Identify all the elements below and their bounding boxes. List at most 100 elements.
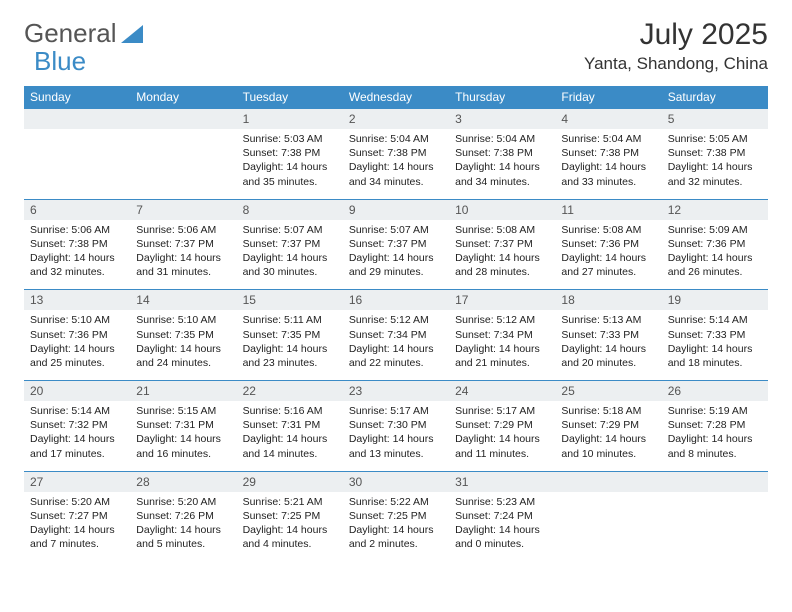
cell-line: and 10 minutes.	[561, 447, 655, 461]
content-cell: Sunrise: 5:08 AMSunset: 7:37 PMDaylight:…	[449, 220, 555, 290]
content-cell: Sunrise: 5:06 AMSunset: 7:37 PMDaylight:…	[130, 220, 236, 290]
cell-line: Daylight: 14 hours	[349, 251, 443, 265]
cell-line: Sunset: 7:29 PM	[561, 418, 655, 432]
cell-line: and 30 minutes.	[243, 265, 337, 279]
date-cell: 12	[662, 199, 768, 220]
cell-line: Sunrise: 5:12 AM	[455, 313, 549, 327]
cell-line: Sunset: 7:37 PM	[243, 237, 337, 251]
cell-line: Sunrise: 5:11 AM	[243, 313, 337, 327]
cell-line: and 4 minutes.	[243, 537, 337, 551]
page-header: General July 2025 Yanta, Shandong, China	[24, 18, 768, 74]
cell-line: Sunset: 7:38 PM	[561, 146, 655, 160]
day-header-row: SundayMondayTuesdayWednesdayThursdayFrid…	[24, 86, 768, 109]
cell-line: Sunset: 7:36 PM	[668, 237, 762, 251]
content-row: Sunrise: 5:10 AMSunset: 7:36 PMDaylight:…	[24, 310, 768, 380]
content-cell: Sunrise: 5:18 AMSunset: 7:29 PMDaylight:…	[555, 401, 661, 471]
date-cell: 3	[449, 109, 555, 130]
content-cell: Sunrise: 5:08 AMSunset: 7:36 PMDaylight:…	[555, 220, 661, 290]
cell-line: Sunrise: 5:17 AM	[455, 404, 549, 418]
date-cell: 25	[555, 381, 661, 402]
cell-line: Sunset: 7:25 PM	[243, 509, 337, 523]
cell-line: Sunset: 7:31 PM	[136, 418, 230, 432]
cell-line: Sunset: 7:38 PM	[668, 146, 762, 160]
content-cell: Sunrise: 5:07 AMSunset: 7:37 PMDaylight:…	[237, 220, 343, 290]
cell-line: Daylight: 14 hours	[243, 432, 337, 446]
day-header-cell: Monday	[130, 86, 236, 109]
date-cell: 21	[130, 381, 236, 402]
cell-line: Daylight: 14 hours	[243, 160, 337, 174]
content-cell: Sunrise: 5:05 AMSunset: 7:38 PMDaylight:…	[662, 129, 768, 199]
date-cell: 19	[662, 290, 768, 311]
cell-line: Daylight: 14 hours	[136, 432, 230, 446]
cell-line: Sunset: 7:33 PM	[561, 328, 655, 342]
date-cell: 5	[662, 109, 768, 130]
cell-line: and 23 minutes.	[243, 356, 337, 370]
cell-line: Sunset: 7:27 PM	[30, 509, 124, 523]
cell-line: Sunset: 7:38 PM	[243, 146, 337, 160]
cell-line: Sunrise: 5:07 AM	[349, 223, 443, 237]
location: Yanta, Shandong, China	[584, 54, 768, 74]
cell-line: Sunset: 7:37 PM	[136, 237, 230, 251]
date-cell: 30	[343, 471, 449, 492]
cell-line: Sunrise: 5:14 AM	[30, 404, 124, 418]
cell-line: Sunrise: 5:06 AM	[30, 223, 124, 237]
date-cell: 9	[343, 199, 449, 220]
date-cell: 11	[555, 199, 661, 220]
cell-line: Daylight: 14 hours	[455, 432, 549, 446]
date-cell	[130, 109, 236, 130]
cell-line: Sunset: 7:37 PM	[349, 237, 443, 251]
content-cell: Sunrise: 5:04 AMSunset: 7:38 PMDaylight:…	[343, 129, 449, 199]
cell-line: Daylight: 14 hours	[455, 523, 549, 537]
date-cell: 8	[237, 199, 343, 220]
date-cell: 23	[343, 381, 449, 402]
cell-line: Sunset: 7:36 PM	[561, 237, 655, 251]
day-header-cell: Thursday	[449, 86, 555, 109]
cell-line: Sunset: 7:35 PM	[243, 328, 337, 342]
cell-line: Sunrise: 5:04 AM	[561, 132, 655, 146]
cell-line: Sunset: 7:33 PM	[668, 328, 762, 342]
date-cell: 24	[449, 381, 555, 402]
cell-line: and 28 minutes.	[455, 265, 549, 279]
cell-line: Sunrise: 5:22 AM	[349, 495, 443, 509]
logo-text-1: General	[24, 18, 117, 49]
cell-line: Daylight: 14 hours	[455, 251, 549, 265]
cell-line: Daylight: 14 hours	[349, 523, 443, 537]
cell-line: Sunrise: 5:12 AM	[349, 313, 443, 327]
cell-line: Sunrise: 5:17 AM	[349, 404, 443, 418]
content-cell: Sunrise: 5:13 AMSunset: 7:33 PMDaylight:…	[555, 310, 661, 380]
cell-line: Sunrise: 5:04 AM	[455, 132, 549, 146]
cell-line: Daylight: 14 hours	[349, 342, 443, 356]
cell-line: Sunset: 7:28 PM	[668, 418, 762, 432]
date-cell: 13	[24, 290, 130, 311]
content-cell: Sunrise: 5:19 AMSunset: 7:28 PMDaylight:…	[662, 401, 768, 471]
cell-line: Sunrise: 5:08 AM	[455, 223, 549, 237]
cell-line: and 31 minutes.	[136, 265, 230, 279]
content-cell: Sunrise: 5:04 AMSunset: 7:38 PMDaylight:…	[555, 129, 661, 199]
cell-line: Sunrise: 5:16 AM	[243, 404, 337, 418]
content-cell: Sunrise: 5:21 AMSunset: 7:25 PMDaylight:…	[237, 492, 343, 562]
date-cell: 7	[130, 199, 236, 220]
title-block: July 2025 Yanta, Shandong, China	[584, 18, 768, 74]
cell-line: Daylight: 14 hours	[561, 342, 655, 356]
cell-line: and 21 minutes.	[455, 356, 549, 370]
date-cell: 27	[24, 471, 130, 492]
date-cell: 10	[449, 199, 555, 220]
content-cell: Sunrise: 5:11 AMSunset: 7:35 PMDaylight:…	[237, 310, 343, 380]
cell-line: and 35 minutes.	[243, 175, 337, 189]
cell-line: Sunrise: 5:03 AM	[243, 132, 337, 146]
cell-line: and 27 minutes.	[561, 265, 655, 279]
cell-line: Daylight: 14 hours	[243, 342, 337, 356]
cell-line: Sunrise: 5:20 AM	[30, 495, 124, 509]
cell-line: Sunrise: 5:09 AM	[668, 223, 762, 237]
cell-line: Daylight: 14 hours	[136, 523, 230, 537]
cell-line: and 5 minutes.	[136, 537, 230, 551]
cell-line: Sunset: 7:38 PM	[30, 237, 124, 251]
content-cell: Sunrise: 5:17 AMSunset: 7:29 PMDaylight:…	[449, 401, 555, 471]
cell-line: Sunset: 7:26 PM	[136, 509, 230, 523]
date-row: 12345	[24, 109, 768, 130]
cell-line: Sunrise: 5:07 AM	[243, 223, 337, 237]
cell-line: Daylight: 14 hours	[561, 251, 655, 265]
cell-line: Sunset: 7:38 PM	[455, 146, 549, 160]
date-cell: 29	[237, 471, 343, 492]
cell-line: Sunset: 7:30 PM	[349, 418, 443, 432]
